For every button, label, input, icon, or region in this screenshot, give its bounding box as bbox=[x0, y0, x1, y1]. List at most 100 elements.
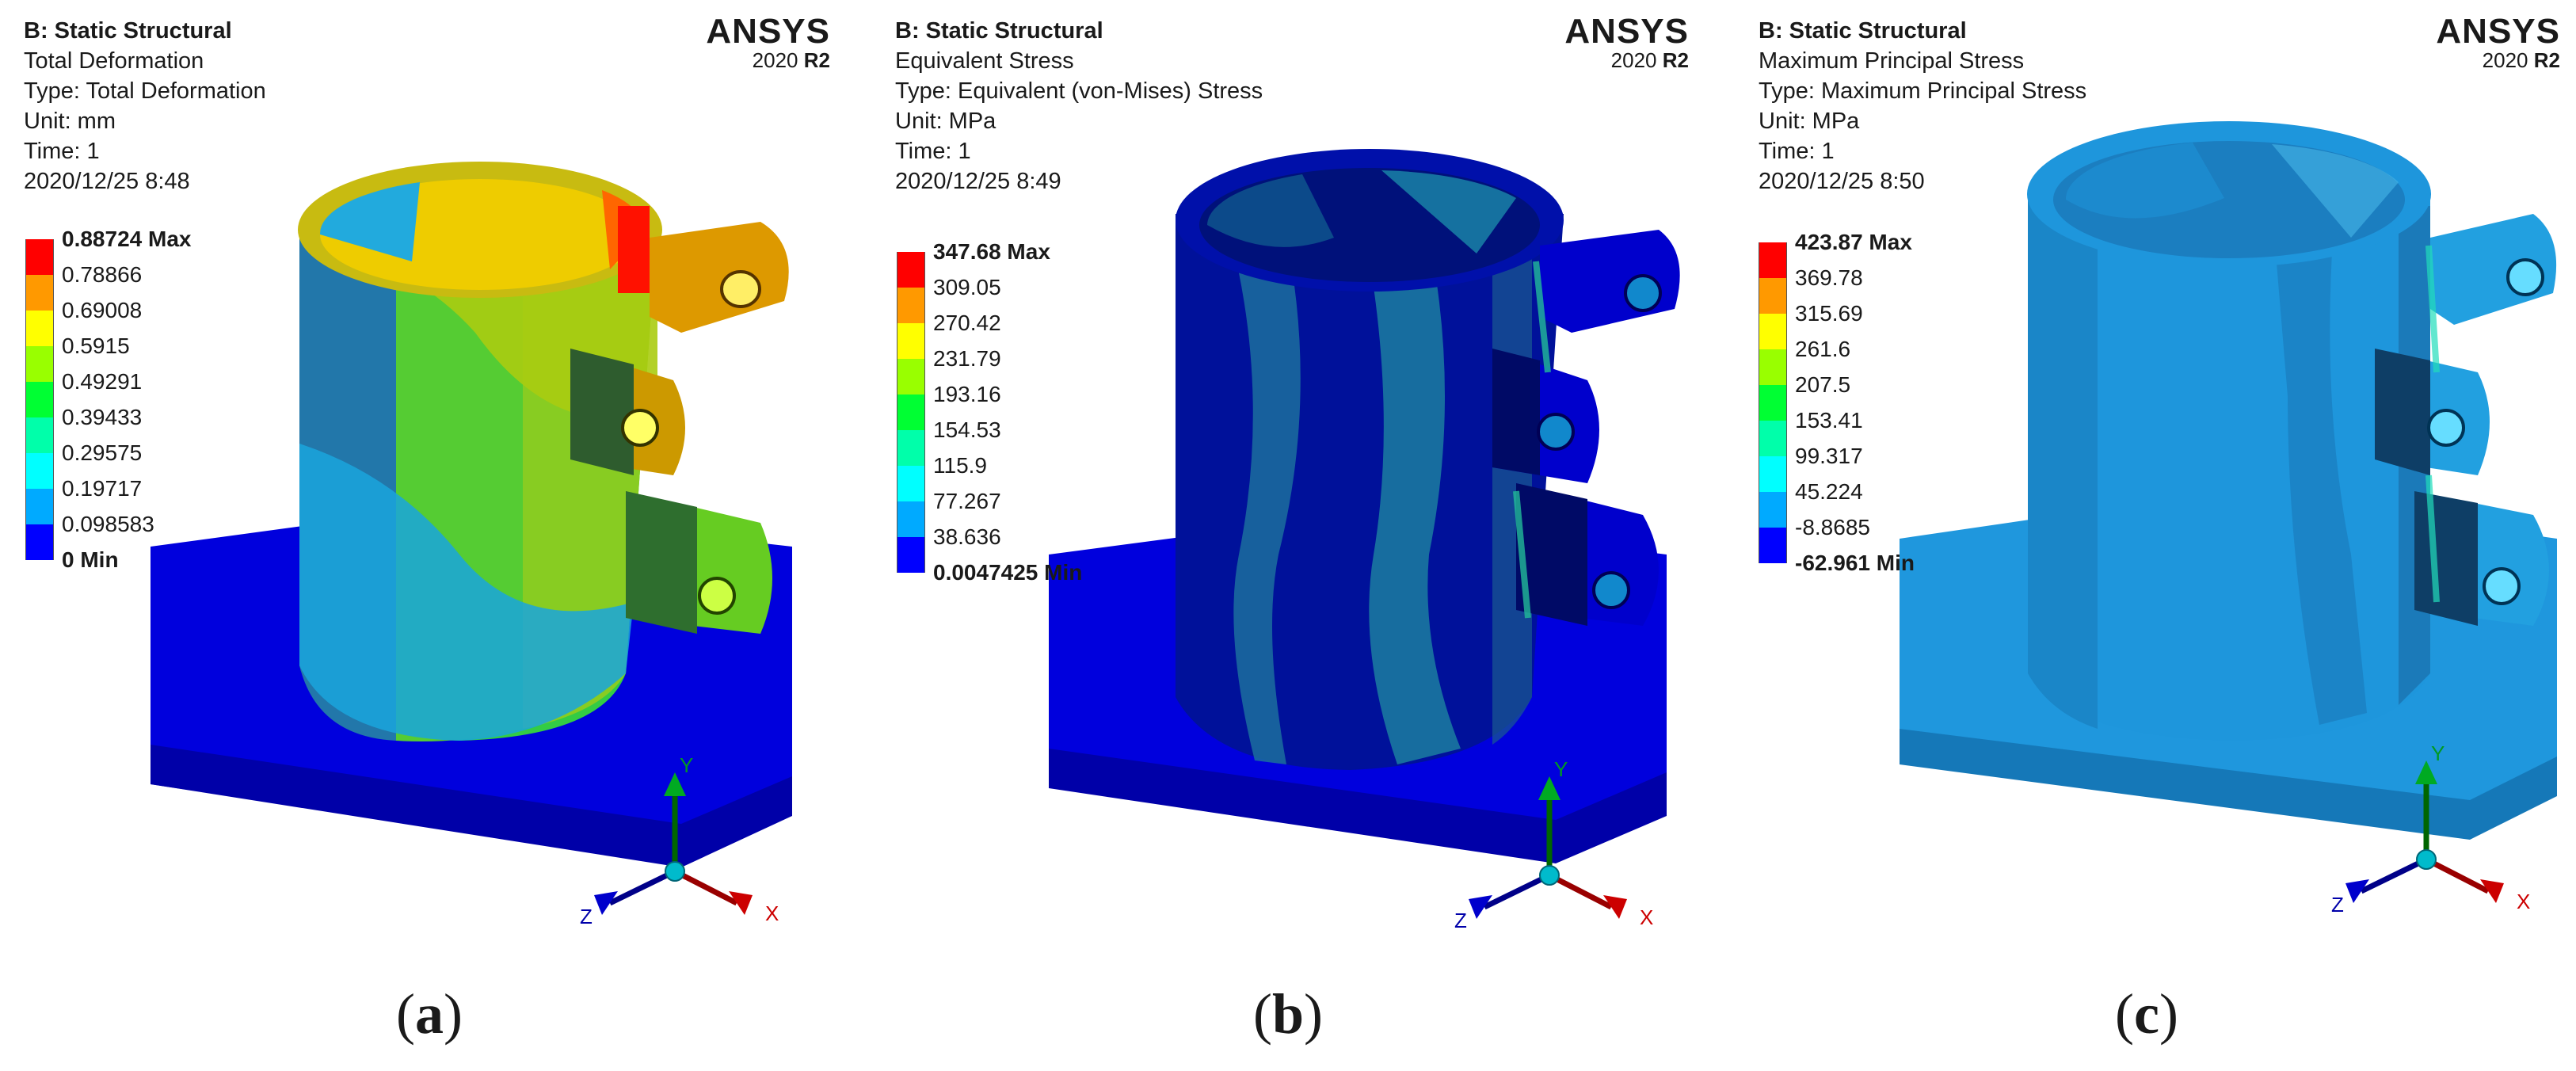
legend-value: 315.69 bbox=[1795, 301, 1863, 326]
axis-y-label: Y bbox=[2431, 741, 2445, 765]
axis-z-label: Z bbox=[580, 905, 593, 928]
result-time: Time: 1 bbox=[24, 139, 100, 164]
legend-swatch bbox=[25, 524, 54, 560]
legend-value: 261.6 bbox=[1795, 337, 1851, 361]
legend-swatch bbox=[897, 466, 925, 501]
result-time: Time: 1 bbox=[1759, 139, 1835, 164]
legend-swatch bbox=[1759, 456, 1787, 492]
system-name: B: Static Structural bbox=[24, 18, 232, 44]
legend-swatch bbox=[1759, 242, 1787, 278]
result-type: Type: Total Deformation bbox=[24, 78, 266, 104]
caption-b: (b) bbox=[1252, 982, 1323, 1046]
system-name: B: Static Structural bbox=[895, 18, 1103, 44]
legend-value: 193.16 bbox=[933, 382, 1001, 406]
legend-value: 0 Min bbox=[62, 547, 119, 572]
legend-value: 154.53 bbox=[933, 417, 1001, 442]
axis-z-label: Z bbox=[2331, 893, 2344, 917]
legend-value: 0.19717 bbox=[62, 476, 143, 501]
legend-swatch bbox=[1759, 278, 1787, 314]
legend-value: 115.9 bbox=[933, 453, 987, 478]
brand-version: 2020 R2 bbox=[2482, 48, 2560, 72]
result-date: 2020/12/25 8:48 bbox=[24, 169, 190, 194]
legend-swatch bbox=[25, 311, 54, 346]
legend-swatch bbox=[897, 394, 925, 430]
result-type: Type: Equivalent (von-Mises) Stress bbox=[895, 78, 1263, 104]
result-unit: Unit: MPa bbox=[895, 109, 996, 134]
axis-y-label: Y bbox=[1554, 757, 1568, 781]
axis-x-label: X bbox=[2517, 890, 2530, 913]
legend-value: 0.49291 bbox=[62, 369, 143, 394]
legend-swatch bbox=[1759, 385, 1787, 421]
legend-value: -8.8685 bbox=[1795, 515, 1870, 539]
axis-z-label: Z bbox=[1454, 909, 1467, 932]
legend-value: 207.5 bbox=[1795, 372, 1851, 397]
deformation-model: Y X Z bbox=[151, 162, 792, 928]
result-time: Time: 1 bbox=[895, 139, 971, 164]
result-name: Maximum Principal Stress bbox=[1759, 48, 2025, 74]
legend-value: 0.78866 bbox=[62, 262, 143, 287]
legend-value: 38.636 bbox=[933, 524, 1001, 549]
legend-swatch bbox=[1759, 349, 1787, 385]
legend-swatch bbox=[897, 430, 925, 466]
result-unit: Unit: mm bbox=[24, 109, 116, 134]
legend-value: 369.78 bbox=[1795, 265, 1863, 290]
caption-a: (a) bbox=[396, 982, 463, 1046]
result-header: B: Static Structural Maximum Principal S… bbox=[1759, 16, 2086, 196]
result-header: B: Static Structural Total Deformation T… bbox=[24, 16, 266, 196]
legend-swatch bbox=[1759, 528, 1787, 563]
legend-value: 0.098583 bbox=[62, 512, 154, 536]
legend-swatch bbox=[897, 252, 925, 288]
axis-y-label: Y bbox=[680, 753, 693, 777]
legend-swatch bbox=[25, 489, 54, 524]
brand-version: 2020 R2 bbox=[752, 48, 830, 72]
ansys-logo: ANSYS 2020 R2 bbox=[706, 12, 830, 72]
legend-swatch bbox=[25, 239, 54, 275]
brand-name: ANSYS bbox=[2436, 12, 2560, 51]
equivalent-stress-model: Y X Z bbox=[1049, 149, 1680, 932]
legend-value: 77.267 bbox=[933, 489, 1001, 513]
legend-value: 45.224 bbox=[1795, 479, 1863, 504]
result-name: Equivalent Stress bbox=[895, 48, 1074, 74]
result-date: 2020/12/25 8:49 bbox=[895, 169, 1061, 194]
legend-swatch bbox=[25, 382, 54, 417]
system-name: B: Static Structural bbox=[1759, 18, 1967, 44]
legend-swatch bbox=[25, 275, 54, 311]
legend-value: 231.79 bbox=[933, 346, 1001, 371]
axis-x-label: X bbox=[765, 901, 779, 925]
legend-value: 99.317 bbox=[1795, 444, 1863, 468]
legend-value: 347.68 Max bbox=[933, 239, 1050, 264]
axis-x-label: X bbox=[1640, 905, 1653, 929]
result-unit: Unit: MPa bbox=[1759, 109, 1860, 134]
panel-c: B: Static Structural Maximum Principal S… bbox=[1717, 0, 2576, 1071]
legend-swatch bbox=[1759, 314, 1787, 349]
brand-name: ANSYS bbox=[1564, 12, 1689, 51]
legend-swatch bbox=[897, 359, 925, 394]
legend-value: 423.87 Max bbox=[1795, 230, 1912, 254]
legend-value: 0.29575 bbox=[62, 440, 143, 465]
ansys-logo: ANSYS 2020 R2 bbox=[2436, 12, 2560, 72]
legend-value: 0.88724 Max bbox=[62, 227, 192, 251]
result-name: Total Deformation bbox=[24, 48, 204, 74]
legend-swatch bbox=[1759, 492, 1787, 528]
caption-c: (c) bbox=[2115, 982, 2178, 1046]
brand-name: ANSYS bbox=[706, 12, 830, 51]
result-date: 2020/12/25 8:50 bbox=[1759, 169, 1925, 194]
panel-b: B: Static Structural Equivalent Stress T… bbox=[859, 0, 1717, 1071]
legend-value: 153.41 bbox=[1795, 408, 1863, 433]
legend-swatch bbox=[1759, 421, 1787, 456]
brand-version: 2020 R2 bbox=[1610, 48, 1689, 72]
legend-swatch bbox=[897, 501, 925, 537]
legend-swatch bbox=[897, 323, 925, 359]
legend-value: 270.42 bbox=[933, 311, 1001, 335]
panel-a: B: Static Structural Total Deformation T… bbox=[0, 0, 859, 1071]
legend-value: 309.05 bbox=[933, 275, 1001, 299]
legend-swatch bbox=[25, 453, 54, 489]
legend-swatch bbox=[25, 417, 54, 453]
legend-value: 0.0047425 Min bbox=[933, 560, 1083, 585]
ansys-logo: ANSYS 2020 R2 bbox=[1564, 12, 1689, 72]
legend-value: 0.39433 bbox=[62, 405, 143, 429]
legend-value: 0.5915 bbox=[62, 333, 130, 358]
legend-value: -62.961 Min bbox=[1795, 551, 1915, 575]
result-header: B: Static Structural Equivalent Stress T… bbox=[895, 16, 1263, 196]
legend-value: 0.69008 bbox=[62, 298, 143, 322]
